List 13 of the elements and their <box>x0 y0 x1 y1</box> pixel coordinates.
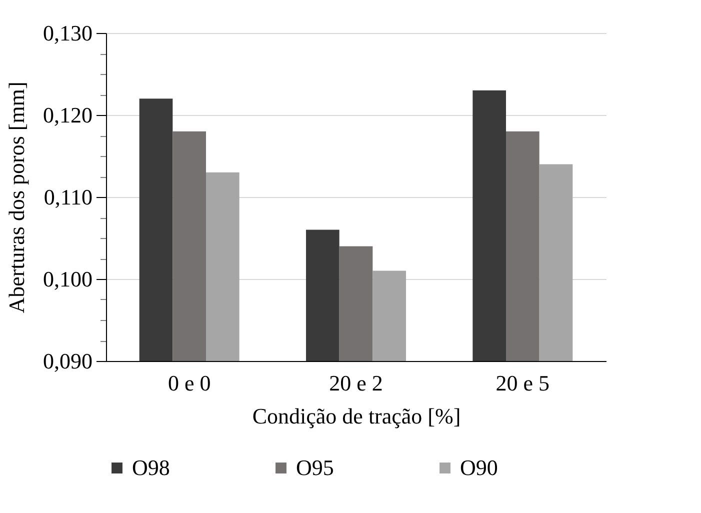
x-tick-label: 20 e 2 <box>329 370 383 396</box>
y-tick-label: 0,130 <box>43 20 92 46</box>
x-tick-label: 20 e 5 <box>496 370 550 396</box>
y-tick-label: 0,090 <box>43 348 92 374</box>
x-axis-title: Condição de tração [%] <box>252 404 461 428</box>
x-tick-label: 0 e 0 <box>168 370 211 396</box>
y-axis-title: Aberturas dos poros [mm] <box>4 82 29 314</box>
y-tick-label: 0,120 <box>43 102 92 128</box>
y-tick-label: 0,110 <box>44 184 92 210</box>
legend-label: O90 <box>460 455 498 480</box>
y-tick-label: 0,100 <box>43 266 92 292</box>
legend-label: O98 <box>132 455 170 480</box>
legend-label: O95 <box>296 455 334 480</box>
